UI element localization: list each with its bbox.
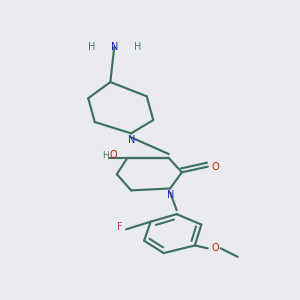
Text: N: N [111,42,118,52]
Text: O: O [212,243,220,253]
Text: H: H [134,42,141,52]
Text: O: O [212,162,220,172]
Text: N: N [167,190,175,200]
Text: O: O [110,150,117,160]
Text: H: H [88,42,96,52]
Text: H: H [102,151,109,160]
Text: F: F [117,222,123,232]
Text: N: N [128,135,136,146]
